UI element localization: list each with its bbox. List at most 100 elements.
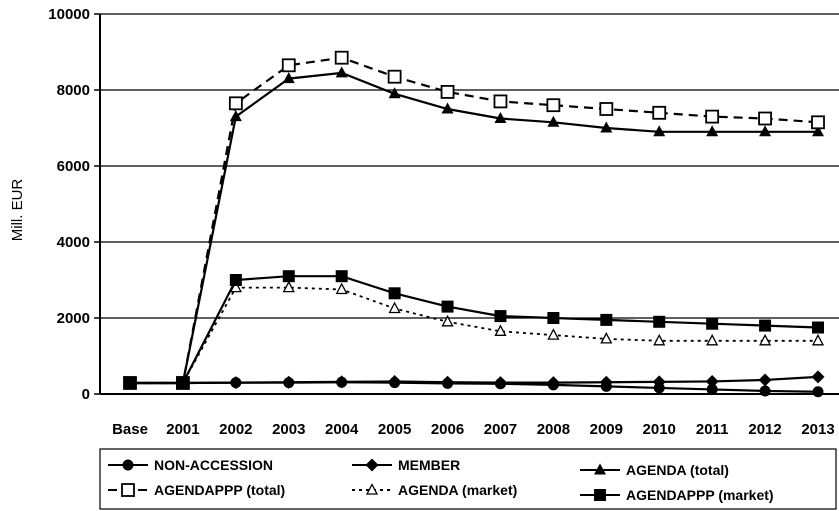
point-non-accession — [812, 386, 824, 398]
x-tick-label: 2008 — [537, 421, 570, 438]
y-tick-label: 8000 — [57, 82, 90, 99]
point-member — [335, 375, 349, 389]
point-agendappp-total — [228, 96, 243, 111]
x-tick-label: 2012 — [748, 421, 781, 438]
point-agenda-market — [600, 332, 613, 344]
point-agenda-market — [653, 333, 666, 346]
series-line-member — [130, 375, 819, 385]
point-agenda-market — [811, 333, 825, 346]
point-agenda-market — [494, 324, 507, 336]
series-line-agendappp-total — [130, 56, 819, 385]
point-agendappp-total — [705, 109, 720, 124]
point-agendappp-market — [653, 315, 666, 328]
series-line-agenda-market — [130, 286, 818, 384]
point-agenda-total — [441, 102, 454, 114]
point-agendappp-market — [229, 274, 242, 286]
series-line-agenda-total — [130, 71, 818, 385]
x-tick-labels: Base 2001 2002 2003 2004 2005 2006 2007 2008 2009… — [112, 421, 835, 438]
point-agendappp-total — [758, 111, 772, 126]
x-tick-label: 2001 — [166, 421, 199, 438]
point-member — [599, 375, 613, 389]
legend-label: AGENDAPPP (market) — [626, 487, 774, 503]
point-agendappp-market — [759, 319, 772, 332]
y-tick-label: 10000 — [48, 6, 90, 23]
x-tick-label: Base — [112, 421, 148, 438]
point-agendappp-market — [547, 312, 560, 324]
point-agenda-market — [547, 328, 560, 340]
point-agendappp-total — [493, 94, 508, 109]
point-agendappp-market — [441, 300, 454, 313]
plot-frame — [99, 14, 839, 395]
point-agenda-total — [494, 112, 507, 123]
point-member — [758, 373, 772, 387]
x-tick-label: 2006 — [431, 421, 464, 438]
point-agendappp-total — [281, 58, 296, 73]
point-agenda-total — [547, 115, 560, 127]
x-tick-label: 2011 — [696, 421, 729, 438]
point-agendappp-total — [599, 102, 614, 116]
point-member — [493, 376, 507, 390]
legend-label: NON-ACCESSION — [154, 457, 273, 473]
legend-marker — [365, 483, 379, 495]
y-tick-label: 6000 — [57, 158, 90, 175]
point-agenda-market — [229, 280, 242, 293]
point-agenda-market — [759, 333, 772, 346]
y-axis-label: Mill. EUR — [9, 179, 26, 242]
point-agendappp-market — [124, 376, 136, 389]
point-agendappp-total — [811, 115, 825, 130]
point-agenda-market — [282, 280, 295, 293]
point-agendappp-market — [176, 376, 189, 389]
legend-label: AGENDA (market) — [398, 482, 517, 498]
point-agendappp-market — [388, 287, 401, 300]
point-agenda-total — [653, 125, 666, 137]
point-agenda-total — [335, 66, 348, 78]
point-agendappp-market — [812, 321, 824, 334]
legend-marker — [594, 463, 606, 475]
series-lines — [130, 56, 819, 393]
point-member — [652, 375, 666, 389]
point-agenda-total — [229, 110, 242, 122]
point-agenda-total — [706, 125, 719, 137]
x-tick-label: 2007 — [484, 421, 517, 438]
legend-marker — [122, 459, 134, 471]
legend-marker — [365, 458, 379, 472]
legend-box — [99, 448, 837, 510]
series-line-agendappp-market — [130, 275, 819, 385]
legend-label: MEMBER — [398, 457, 460, 473]
y-tick-labels: 0 2000 4000 6000 8000 10000 — [48, 6, 90, 403]
x-tick-label: 2009 — [590, 421, 623, 438]
y-tick-label: 2000 — [57, 310, 90, 327]
point-non-accession — [706, 383, 718, 395]
point-member — [546, 376, 560, 390]
y-tick-label: 4000 — [57, 234, 90, 251]
point-agenda-total — [812, 125, 824, 137]
point-agendappp-total — [387, 69, 402, 84]
point-agendappp-market — [494, 310, 507, 323]
point-non-accession — [759, 385, 771, 397]
point-agendappp-total — [334, 50, 349, 65]
point-agenda-market — [335, 282, 348, 295]
point-agendappp-total — [440, 85, 455, 99]
x-tick-label: 2010 — [643, 421, 676, 438]
point-agendappp-market — [600, 313, 613, 326]
x-tick-label: 2003 — [272, 421, 305, 438]
point-agenda-market — [706, 333, 719, 346]
legend: NON-ACCESSION MEMBER AGENDA (total) AGENDAP… — [99, 448, 837, 510]
point-member — [705, 374, 719, 388]
legend-marker — [121, 483, 135, 497]
point-agenda-total — [388, 87, 401, 99]
series-markers — [123, 50, 825, 398]
legend-label: AGENDA (total) — [626, 462, 729, 478]
point-member — [229, 376, 243, 390]
x-tick-label: 2013 — [801, 421, 834, 438]
point-member — [441, 375, 455, 389]
point-agenda-market — [441, 314, 454, 327]
x-tick-label: 2002 — [219, 421, 252, 438]
point-agenda-total — [282, 72, 295, 84]
point-agenda-total — [600, 121, 613, 133]
legend-label: AGENDAPPP (total) — [154, 482, 285, 498]
point-agenda-market — [388, 301, 401, 314]
y-tick-label: 0 — [82, 386, 90, 403]
x-tick-label: 2004 — [325, 421, 359, 438]
